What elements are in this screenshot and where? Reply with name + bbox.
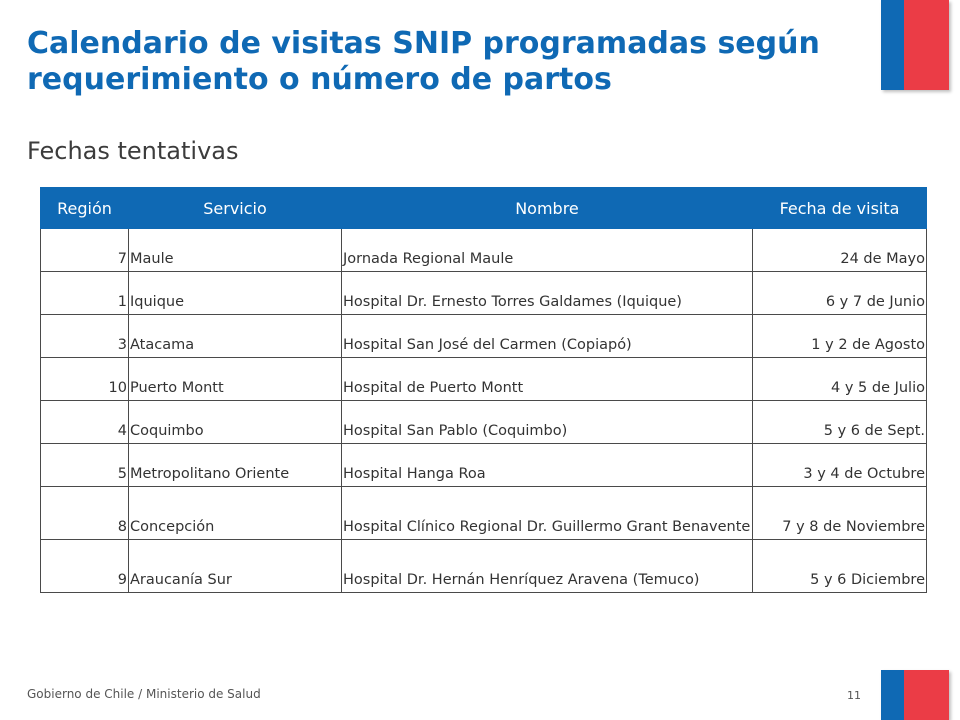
cell-region: 4	[40, 400, 129, 444]
cell-fecha: 5 y 6 Diciembre	[752, 539, 927, 593]
footer-organization: Gobierno de Chile / Ministerio de Salud	[27, 687, 261, 701]
cell-nombre: Jornada Regional Maule	[341, 228, 753, 272]
cell-fecha: 7 y 8 de Noviembre	[752, 486, 927, 540]
cell-servicio: Puerto Montt	[128, 357, 342, 401]
header-servicio: Servicio	[128, 187, 342, 229]
header-nombre: Nombre	[341, 187, 753, 229]
cell-servicio: Maule	[128, 228, 342, 272]
table-row: 7 Maule Jornada Regional Maule 24 de May…	[40, 228, 927, 272]
table-row: 5 Metropolitano Oriente Hospital Hanga R…	[40, 443, 927, 487]
table-row: 9 Araucanía Sur Hospital Dr. Hernán Henr…	[40, 539, 927, 593]
cell-nombre: Hospital Clínico Regional Dr. Guillermo …	[341, 486, 753, 540]
cell-fecha: 1 y 2 de Agosto	[752, 314, 927, 358]
cell-servicio: Concepción	[128, 486, 342, 540]
cell-servicio: Atacama	[128, 314, 342, 358]
slide-title: Calendario de visitas SNIP programadas s…	[27, 26, 820, 97]
visits-table: Región Servicio Nombre Fecha de visita 7…	[40, 187, 927, 593]
cell-fecha: 5 y 6 de Sept.	[752, 400, 927, 444]
cell-fecha: 4 y 5 de Julio	[752, 357, 927, 401]
page-number: 11	[847, 689, 861, 702]
cell-fecha: 24 de Mayo	[752, 228, 927, 272]
cell-region: 8	[40, 486, 129, 540]
cell-fecha: 3 y 4 de Octubre	[752, 443, 927, 487]
table-row: 4 Coquimbo Hospital San Pablo (Coquimbo)…	[40, 400, 927, 444]
slide-subtitle: Fechas tentativas	[27, 137, 239, 165]
cell-nombre: Hospital San Pablo (Coquimbo)	[341, 400, 753, 444]
cell-servicio: Coquimbo	[128, 400, 342, 444]
cell-nombre: Hospital San José del Carmen (Copiapó)	[341, 314, 753, 358]
table-header-row: Región Servicio Nombre Fecha de visita	[40, 187, 927, 229]
flag-red-band	[904, 670, 949, 720]
cell-nombre: Hospital de Puerto Montt	[341, 357, 753, 401]
cell-region: 9	[40, 539, 129, 593]
cell-region: 1	[40, 271, 129, 315]
cell-region: 7	[40, 228, 129, 272]
cell-servicio: Iquique	[128, 271, 342, 315]
cell-region: 3	[40, 314, 129, 358]
table-row: 1 Iquique Hospital Dr. Ernesto Torres Ga…	[40, 271, 927, 315]
cell-servicio: Metropolitano Oriente	[128, 443, 342, 487]
header-region: Región	[40, 187, 129, 229]
cell-nombre: Hospital Dr. Hernán Henríquez Aravena (T…	[341, 539, 753, 593]
cell-fecha: 6 y 7 de Junio	[752, 271, 927, 315]
cell-region: 5	[40, 443, 129, 487]
chile-flag-logo-bottom	[881, 670, 949, 720]
flag-blue-band	[881, 670, 904, 720]
chile-flag-logo-top	[881, 0, 949, 90]
table-row: 8 Concepción Hospital Clínico Regional D…	[40, 486, 927, 540]
table-row: 3 Atacama Hospital San José del Carmen (…	[40, 314, 927, 358]
header-fecha: Fecha de visita	[752, 187, 927, 229]
cell-nombre: Hospital Dr. Ernesto Torres Galdames (Iq…	[341, 271, 753, 315]
table-row: 10 Puerto Montt Hospital de Puerto Montt…	[40, 357, 927, 401]
flag-red-band	[904, 0, 949, 90]
cell-nombre: Hospital Hanga Roa	[341, 443, 753, 487]
cell-servicio: Araucanía Sur	[128, 539, 342, 593]
flag-blue-band	[881, 0, 904, 90]
cell-region: 10	[40, 357, 129, 401]
